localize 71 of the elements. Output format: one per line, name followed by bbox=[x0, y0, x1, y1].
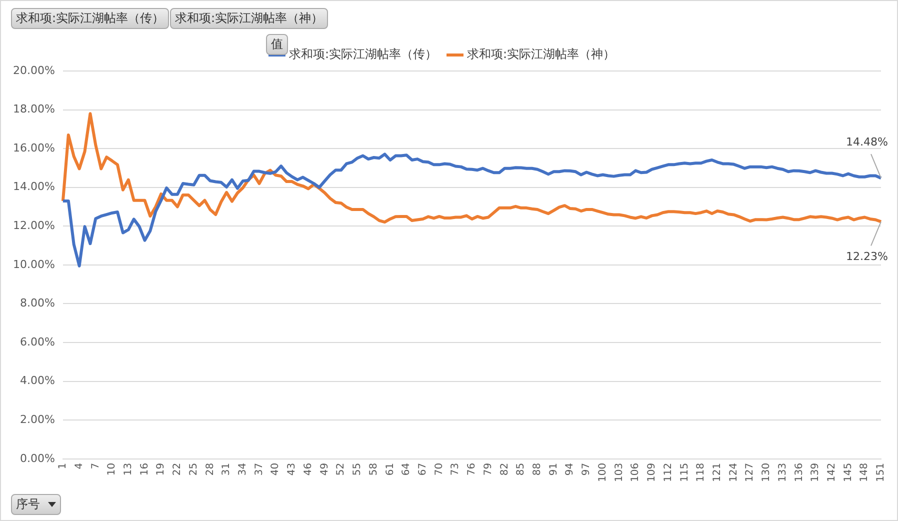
data-label: 12.23% bbox=[846, 250, 888, 264]
x-tick-label: 142 bbox=[826, 462, 838, 482]
x-tick-label: 79 bbox=[482, 462, 494, 476]
x-tick-label: 43 bbox=[286, 462, 298, 476]
x-tick-label: 16 bbox=[139, 462, 150, 476]
x-tick-label: 124 bbox=[728, 462, 740, 482]
y-tick-label: 10.00% bbox=[12, 258, 55, 271]
x-tick-label: 73 bbox=[450, 462, 462, 476]
x-tick-label: 37 bbox=[254, 462, 265, 476]
x-tick-label: 76 bbox=[466, 462, 478, 476]
x-tick-label: 40 bbox=[270, 462, 282, 476]
y-tick-label: 20.00% bbox=[12, 64, 55, 77]
x-tick-label: 82 bbox=[499, 462, 510, 476]
y-tick-label: 2.00% bbox=[20, 412, 55, 426]
x-axis-title: 序号 bbox=[16, 497, 40, 512]
x-tick-label: 151 bbox=[876, 462, 887, 482]
x-tick-label: 145 bbox=[842, 462, 854, 482]
x-tick-label: 121 bbox=[712, 462, 723, 482]
x-tick-label: 1 bbox=[58, 462, 69, 470]
x-tick-label: 139 bbox=[810, 462, 822, 482]
x-tick-label: 130 bbox=[761, 462, 772, 482]
x-tick-label: 52 bbox=[336, 462, 347, 476]
x-tick-label: 61 bbox=[384, 462, 396, 476]
y-tick-label: 4.00% bbox=[20, 374, 55, 388]
x-tick-label: 136 bbox=[794, 462, 805, 482]
y-tick-label: 18.00% bbox=[12, 102, 55, 116]
x-tick-label: 94 bbox=[564, 462, 576, 476]
x-tick-label: 118 bbox=[696, 462, 707, 482]
x-tick-label: 25 bbox=[188, 462, 200, 476]
x-tick-label: 112 bbox=[662, 462, 674, 482]
x-tick-label: 109 bbox=[646, 462, 658, 482]
data-label: 14.48% bbox=[846, 135, 888, 148]
field-button: 值 bbox=[266, 34, 288, 55]
x-tick-label: 10 bbox=[106, 462, 118, 476]
x-tick-label: 19 bbox=[156, 462, 167, 476]
x-tick-label: 85 bbox=[516, 462, 527, 476]
y-tick-label: 16.00% bbox=[12, 141, 55, 154]
x-tick-label: 46 bbox=[302, 462, 314, 476]
x-tick-label: 28 bbox=[204, 462, 216, 476]
x-tick-label: 115 bbox=[679, 462, 690, 482]
x-tick-label: 58 bbox=[368, 462, 380, 476]
field-button: 求和项:实际江湖帖率（神） bbox=[170, 8, 328, 29]
x-tick-label: 88 bbox=[532, 462, 544, 476]
field-button: 序号 bbox=[11, 494, 61, 515]
y-tick-label: 8.00% bbox=[20, 296, 55, 310]
x-tick-label: 7 bbox=[90, 462, 102, 470]
x-tick-label: 127 bbox=[744, 462, 756, 482]
x-tick-label: 70 bbox=[434, 462, 445, 476]
x-tick-label: 34 bbox=[238, 462, 249, 476]
x-tick-label: 148 bbox=[859, 462, 870, 482]
x-tick-label: 31 bbox=[221, 462, 232, 476]
x-tick-label: 22 bbox=[172, 462, 184, 476]
y-tick-label: 14.00% bbox=[12, 180, 55, 194]
x-tick-label: 49 bbox=[319, 462, 330, 476]
x-tick-label: 100 bbox=[597, 462, 608, 482]
y-tick-label: 6.00% bbox=[20, 335, 55, 348]
x-tick-label: 4 bbox=[74, 462, 85, 470]
field-button: 求和项:实际江湖帖率（传） bbox=[11, 8, 170, 29]
x-tick-label: 97 bbox=[581, 462, 592, 476]
x-tick-label: 55 bbox=[352, 462, 364, 476]
y-tick-label: 12.00% bbox=[12, 219, 55, 232]
x-tick-label: 64 bbox=[401, 462, 412, 476]
x-tick-label: 67 bbox=[417, 462, 428, 476]
legend-label: 求和项:实际江湖帖率（传） bbox=[288, 47, 438, 62]
y-tick-label: 0.00% bbox=[20, 452, 55, 465]
x-tick-label: 133 bbox=[777, 462, 788, 482]
x-tick-label: 106 bbox=[630, 462, 642, 482]
legend-label: 求和项:实际江湖帖率（神） bbox=[467, 47, 616, 62]
x-tick-label: 13 bbox=[122, 462, 134, 476]
x-tick-label: 103 bbox=[614, 462, 625, 482]
x-tick-label: 91 bbox=[548, 462, 560, 476]
